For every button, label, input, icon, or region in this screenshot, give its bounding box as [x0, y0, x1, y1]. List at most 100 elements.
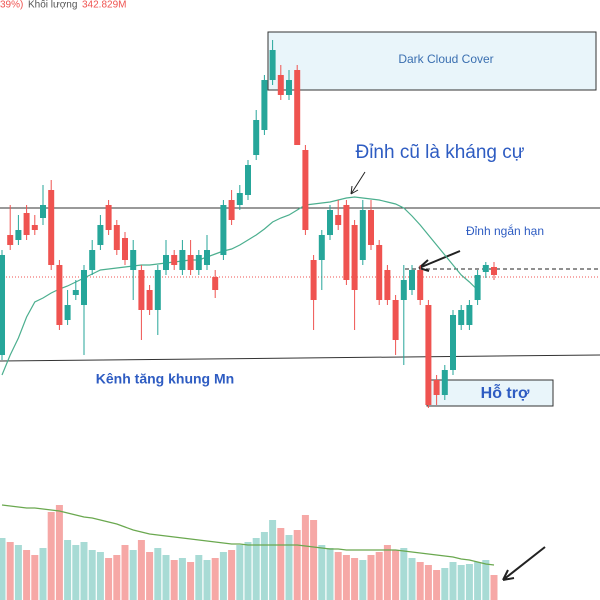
candle-body — [245, 165, 251, 195]
candle-body — [335, 215, 342, 225]
candle-body — [359, 210, 366, 260]
candle-body — [384, 270, 391, 300]
candle-body — [138, 270, 145, 310]
candle-body — [113, 225, 120, 250]
volume-bar — [441, 568, 449, 600]
candle-body — [318, 235, 325, 260]
candle-body — [236, 193, 243, 205]
candle-body — [458, 310, 465, 325]
candle-body — [212, 277, 219, 290]
volume-bar — [228, 550, 236, 600]
candle-body — [23, 213, 30, 235]
volume-bar — [269, 520, 277, 600]
volume-bar — [219, 552, 227, 600]
candle-body — [302, 150, 309, 230]
candle-body — [72, 290, 79, 295]
candle-body — [277, 75, 284, 95]
layout — [0, 31, 600, 581]
peak-label: Đỉnh ngắn hạn — [466, 223, 544, 238]
candle-body — [400, 280, 407, 300]
candle-body — [89, 250, 96, 270]
volume-bar — [392, 550, 400, 600]
arrow — [350, 171, 366, 195]
pattern-label: Dark Cloud Cover — [398, 52, 493, 66]
volume-bar — [236, 545, 244, 600]
candle-body — [466, 305, 473, 325]
candle-body — [122, 238, 128, 260]
volume-bar — [162, 555, 170, 600]
volume-bar — [301, 515, 309, 600]
volume-bar — [334, 552, 342, 600]
candle-body — [450, 315, 456, 370]
volume-bar — [39, 548, 47, 600]
channel-line — [0, 354, 600, 362]
volume-bar — [146, 552, 154, 600]
candle-body — [187, 255, 194, 270]
candle-body — [351, 225, 358, 290]
candle-body — [204, 250, 210, 265]
volume-bar — [490, 575, 498, 600]
candle-body — [425, 305, 432, 405]
candle-body — [15, 230, 22, 240]
volume-bar — [424, 565, 432, 600]
candle-body — [441, 370, 448, 395]
candle-body — [392, 300, 399, 340]
candle-body — [409, 270, 415, 290]
volume-bar — [285, 535, 293, 600]
volume-bar — [474, 562, 482, 600]
candle-body — [286, 80, 292, 95]
volume-bar — [416, 562, 424, 600]
candle-body — [376, 245, 383, 300]
volume-bar — [310, 520, 318, 600]
channel-label: Kênh tăng khung Mn — [96, 371, 234, 387]
volume-bar — [121, 545, 129, 600]
pattern-box — [267, 31, 597, 91]
volume-bar — [367, 555, 375, 600]
candle-body — [195, 255, 202, 270]
candle-body — [491, 267, 497, 275]
arrows — [350, 171, 546, 581]
candle-body — [48, 190, 55, 265]
support-label: Hỗ trợ — [481, 383, 530, 402]
candle-body — [327, 210, 333, 235]
volume-bar — [154, 548, 162, 600]
volume-bar — [170, 560, 178, 600]
candle-body — [40, 205, 46, 218]
volume-bar — [137, 540, 145, 600]
candle-body — [105, 205, 112, 230]
volume-bar — [318, 545, 326, 600]
volume-bar — [433, 570, 441, 600]
marks — [0, 40, 498, 600]
candle-body — [294, 70, 301, 145]
volume-bar — [359, 560, 367, 600]
volume-bar — [293, 530, 301, 600]
candle-body — [171, 255, 178, 265]
volume-bar — [0, 538, 6, 600]
candle-body — [130, 250, 137, 270]
volume-label: Khối lượng — [28, 0, 77, 11]
candle-body — [56, 265, 63, 325]
candle-body — [179, 250, 186, 270]
volume-bar — [482, 560, 490, 600]
candle-body — [310, 260, 317, 300]
volume-bar — [465, 564, 473, 600]
candle-body — [261, 80, 268, 130]
candle-body — [474, 275, 481, 300]
volume-bar — [80, 542, 88, 600]
volume-bar — [96, 552, 104, 600]
resistance-label: Đỉnh cũ là kháng cự — [355, 142, 524, 163]
candle-body — [0, 255, 5, 355]
volume-bar — [178, 558, 186, 600]
volume-bar — [351, 558, 359, 600]
candle-body — [97, 225, 104, 245]
volume-bar — [408, 558, 416, 600]
volume-bar — [14, 545, 22, 600]
candle-body — [64, 305, 71, 320]
volume-value: 342.829M — [82, 0, 126, 11]
candle-body — [228, 200, 235, 220]
volume-bar — [260, 532, 268, 600]
volume-bar — [6, 542, 14, 600]
volume-bar — [31, 555, 39, 600]
volume-bar — [449, 562, 457, 600]
candle-body — [220, 205, 227, 255]
